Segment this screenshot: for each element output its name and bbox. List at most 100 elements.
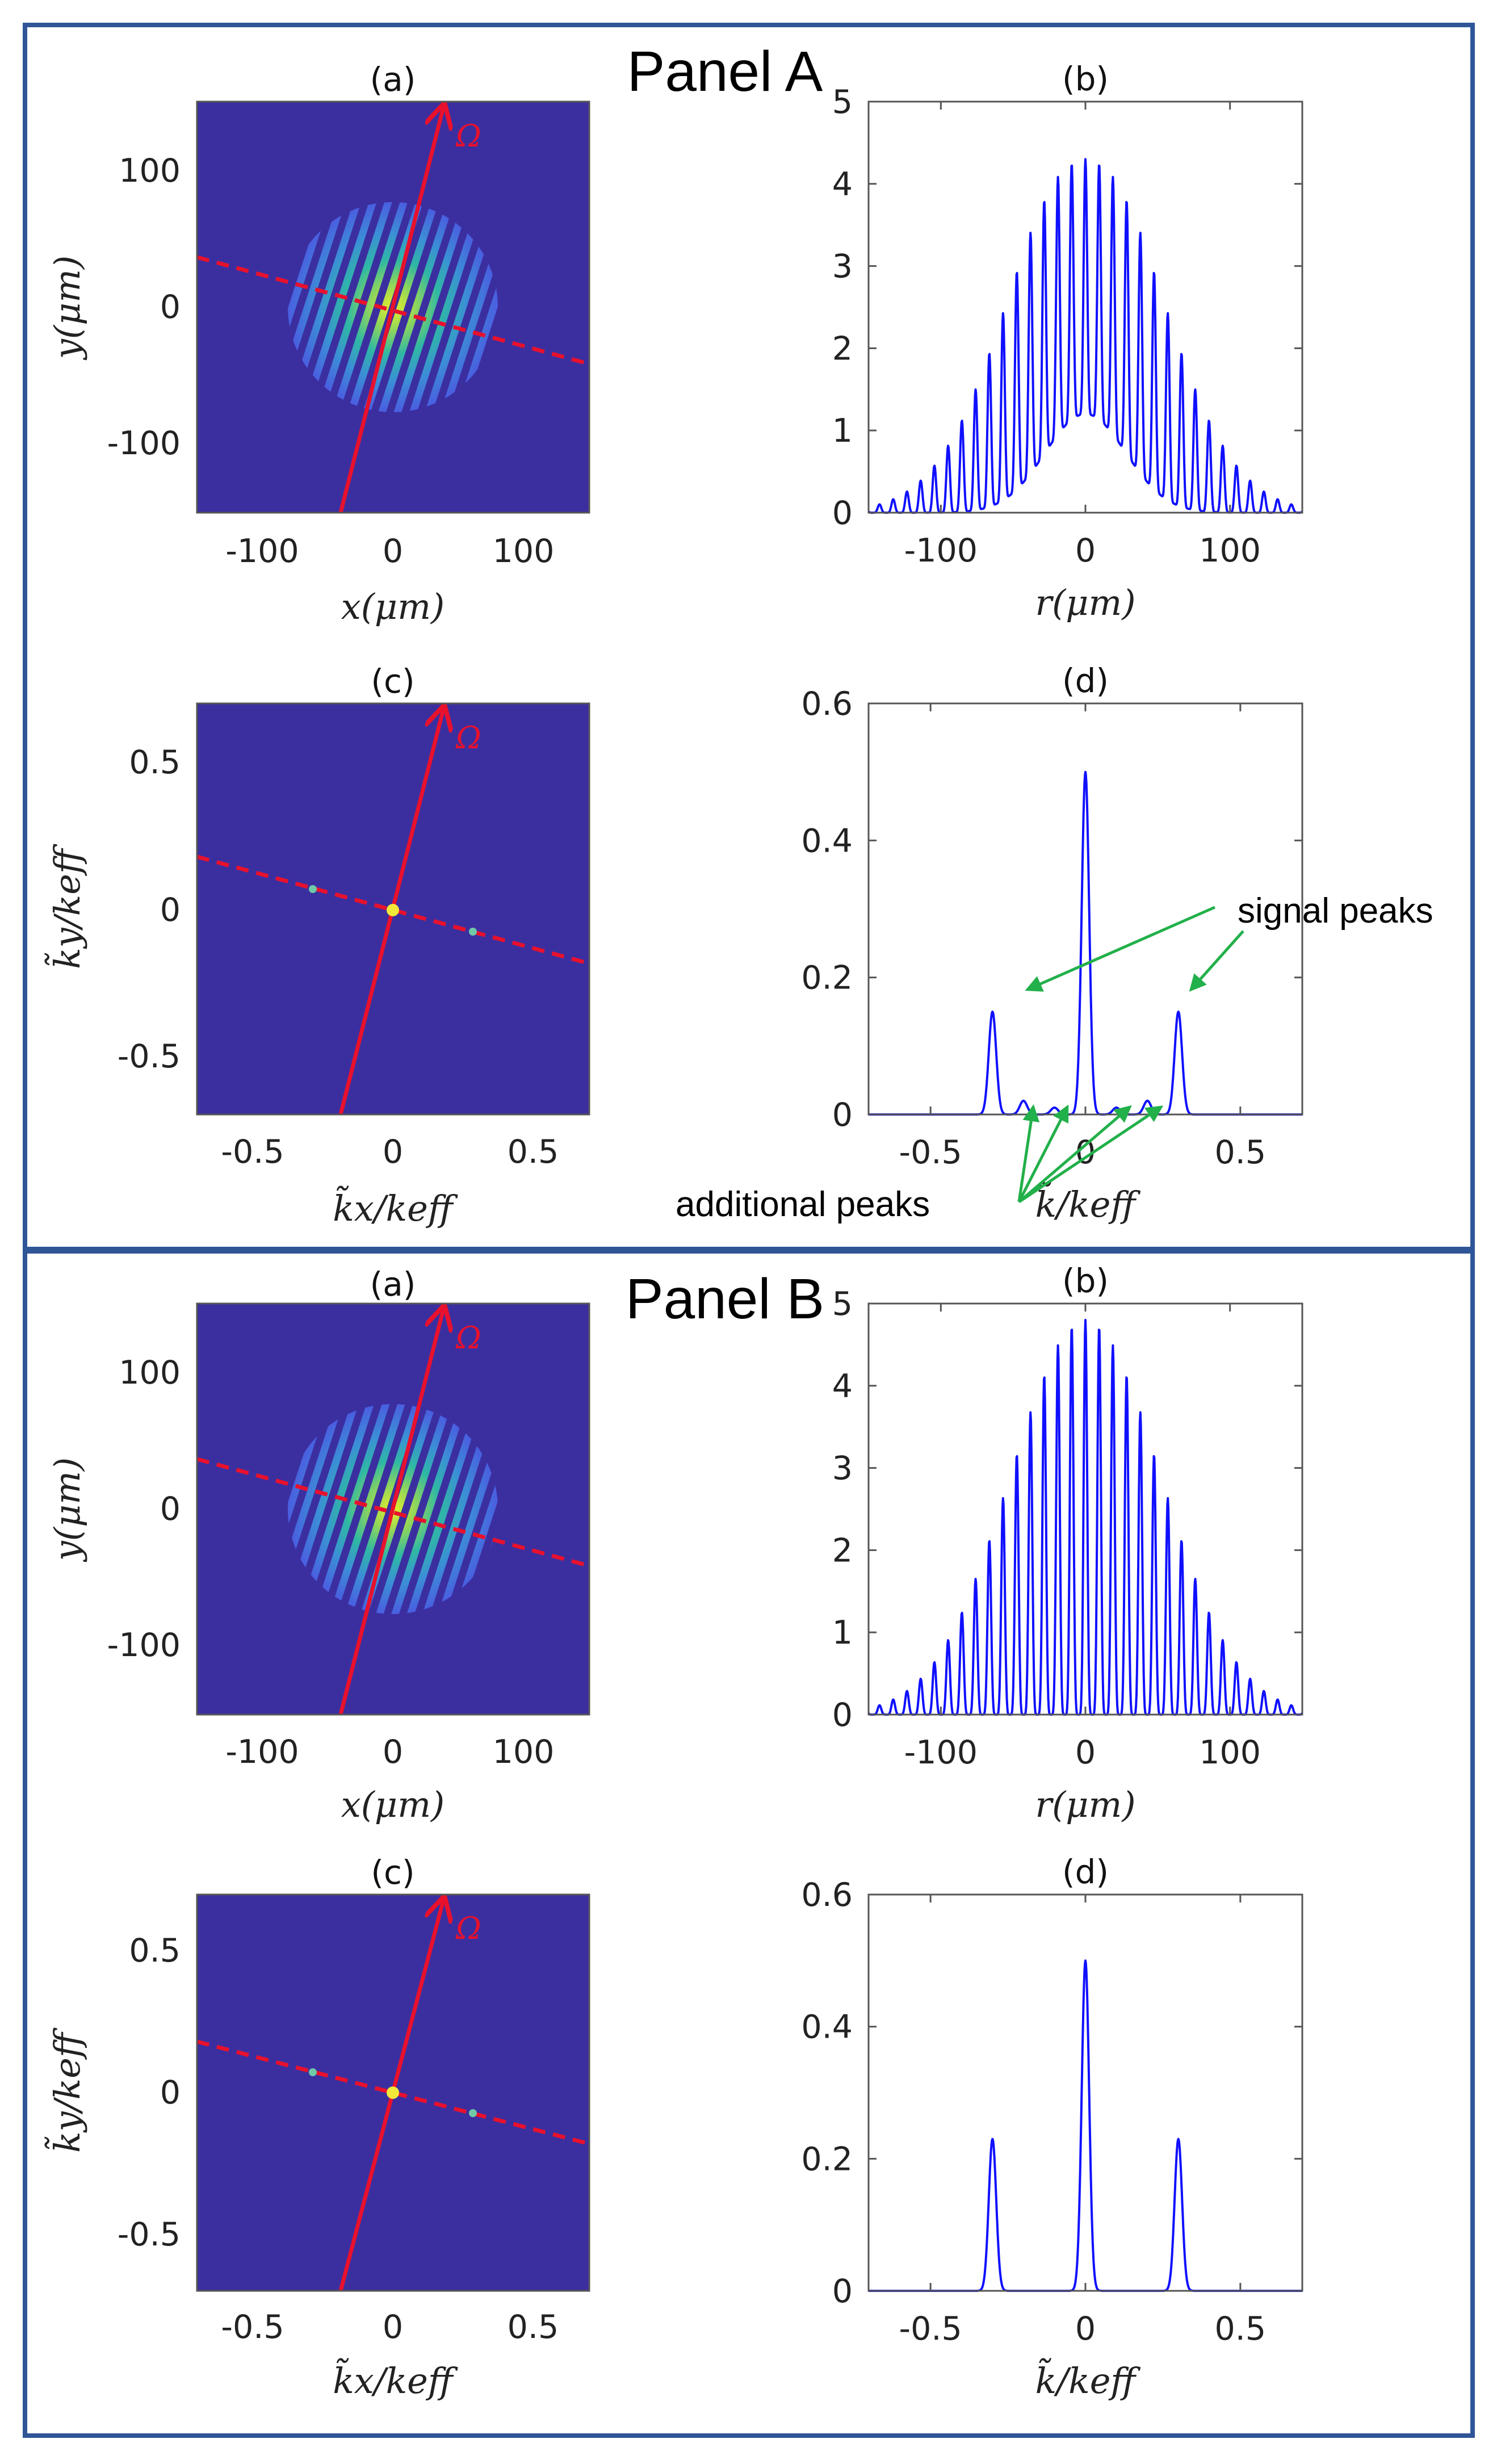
additional-arrow-1 <box>1017 1104 1040 1202</box>
y-tick-label: 2 <box>832 1532 853 1569</box>
y-tick-label: 3 <box>832 248 853 286</box>
x-axis-label: r(μm) <box>1035 582 1135 623</box>
y-tick-label: 0 <box>832 1696 853 1734</box>
y-axis-label: y(μm) <box>47 1457 88 1563</box>
signal-arrow-left <box>1025 906 1216 992</box>
x-tick: 0.5 <box>508 1133 559 1171</box>
series-line-spectrum <box>867 1959 1303 2292</box>
chart-b-b: (b) -100 0 100 0 1 2 3 4 5 r(μm) <box>832 1262 1303 1825</box>
subplot-title: (c) <box>371 1853 414 1892</box>
x-tick: 0 <box>383 1733 403 1771</box>
y-tick: 100 <box>119 152 181 190</box>
x-tick-label: 0.5 <box>1215 1134 1267 1171</box>
panel-a-annotations: signal peaks additional peaks <box>676 891 1433 1224</box>
y-tick-label: 5 <box>832 83 853 121</box>
additional-arrow-4 <box>1018 1105 1164 1204</box>
x-tick: -100 <box>225 533 299 570</box>
y-axis-label: k̃y/keff <box>44 2027 88 2153</box>
axes-box <box>196 1302 590 1716</box>
y-tick: 0 <box>160 1490 181 1528</box>
y-tick: 0 <box>160 891 181 929</box>
omega-axis-arrow <box>338 105 444 513</box>
y-tick: 100 <box>119 1354 181 1392</box>
subplot-title: (a) <box>370 60 416 99</box>
y-axis-label: k̃y/keff <box>44 844 88 969</box>
momentum-peak-right <box>469 928 477 936</box>
y-tick-label: 2 <box>832 330 853 367</box>
axes-box <box>867 1893 1303 2292</box>
panel-b-title: Panel B <box>626 1267 824 1331</box>
additional-arrow-2 <box>1017 1104 1069 1203</box>
chart-a-b: (b) -100 0 100 0 1 2 3 4 5 r(μm) <box>832 60 1303 623</box>
y-tick-label: 0.2 <box>801 2140 853 2178</box>
y-tick-label: 0 <box>832 1096 853 1134</box>
subplot-title: (a) <box>370 1265 416 1304</box>
axes-box <box>196 100 590 514</box>
x-tick-label: -100 <box>904 532 978 569</box>
omega-label: Ω <box>455 1910 481 1946</box>
y-tick-label: 0.2 <box>801 959 853 997</box>
x-tick-label: -100 <box>904 1734 978 1771</box>
x-tick: 100 <box>493 533 555 570</box>
series-line-profile <box>867 158 1303 514</box>
x-axis-label: k̃x/keff <box>333 1185 458 1229</box>
chart-title: (b) <box>1062 1262 1109 1300</box>
momentum-peak-center <box>387 2086 399 2099</box>
y-tick: 0.5 <box>129 1932 181 1969</box>
panel-b-subplot-c: (c) Ω 0.5 0 -0.5 -0.5 0 0.5 k̃x/keff k̃y… <box>44 1853 590 2402</box>
dashed-axis-line <box>197 2039 589 2146</box>
x-axis-label: k̃/keff <box>1035 2358 1141 2402</box>
y-tick: -100 <box>107 1627 181 1664</box>
x-tick-label: 100 <box>1199 532 1261 569</box>
x-tick-label: -0.5 <box>899 1134 962 1171</box>
momentum-peak-right <box>469 2109 477 2117</box>
x-tick-label: -0.5 <box>899 2310 962 2348</box>
y-tick: -100 <box>107 425 181 462</box>
x-tick: -100 <box>225 1733 299 1771</box>
momentum-peak-left <box>309 885 317 893</box>
y-tick-label: 0.6 <box>801 685 853 723</box>
omega-label: Ω <box>455 720 481 756</box>
y-tick-label: 1 <box>832 1614 853 1652</box>
additional-peaks-label: additional peaks <box>676 1185 930 1224</box>
y-tick-label: 5 <box>832 1285 853 1323</box>
chart-b-d: (d) -0.5 0 0.5 0 0.2 0.4 0.6 k̃/keff <box>801 1853 1303 2402</box>
x-tick: 0 <box>383 533 403 570</box>
x-axis-label: k̃/keff <box>1035 1181 1141 1225</box>
x-tick-label: 0.5 <box>1215 2310 1267 2348</box>
y-tick-label: 0 <box>832 495 853 532</box>
additional-arrow-3 <box>1018 1105 1132 1203</box>
y-tick-label: 0.6 <box>801 1876 853 1914</box>
chart-a-d: (d)-0.5 0 0.500.20.40.6k̃/keff <box>801 661 1303 1225</box>
x-tick-label: 0 <box>1075 532 1096 569</box>
axes-box <box>196 1893 590 2292</box>
panel-a-title: Panel A <box>627 40 823 103</box>
x-axis-label: r(μm) <box>1035 1784 1135 1825</box>
dashed-axis-line <box>197 1457 589 1568</box>
x-tick-label: 0 <box>1075 2310 1096 2348</box>
x-axis-label: x(μm) <box>341 586 445 627</box>
x-tick: 0.5 <box>508 2308 559 2346</box>
y-tick-label: 0.4 <box>801 822 853 860</box>
y-tick-label: 1 <box>832 412 853 450</box>
x-tick: 0 <box>383 2308 403 2346</box>
signal-arrow-right <box>1189 930 1244 992</box>
y-tick-label: 4 <box>832 1368 853 1405</box>
y-tick-label: 0 <box>832 2273 853 2310</box>
subplot-title: (c) <box>371 662 414 701</box>
chart-title: (d) <box>1062 1853 1109 1891</box>
y-tick: 0 <box>160 2074 181 2111</box>
y-tick: 0.5 <box>129 744 181 781</box>
signal-peaks-label: signal peaks <box>1238 891 1433 931</box>
x-tick-label: 100 <box>1199 1734 1261 1771</box>
y-tick-label: 4 <box>832 166 853 203</box>
y-tick: 0 <box>160 288 181 326</box>
dashed-axis-line <box>197 854 589 966</box>
y-tick-label: 0.4 <box>801 2009 853 2046</box>
x-tick: 0 <box>383 1133 403 1171</box>
x-tick: 100 <box>493 1733 555 1771</box>
axes-box <box>196 702 590 1116</box>
panel-b-frame <box>23 1247 1475 2438</box>
